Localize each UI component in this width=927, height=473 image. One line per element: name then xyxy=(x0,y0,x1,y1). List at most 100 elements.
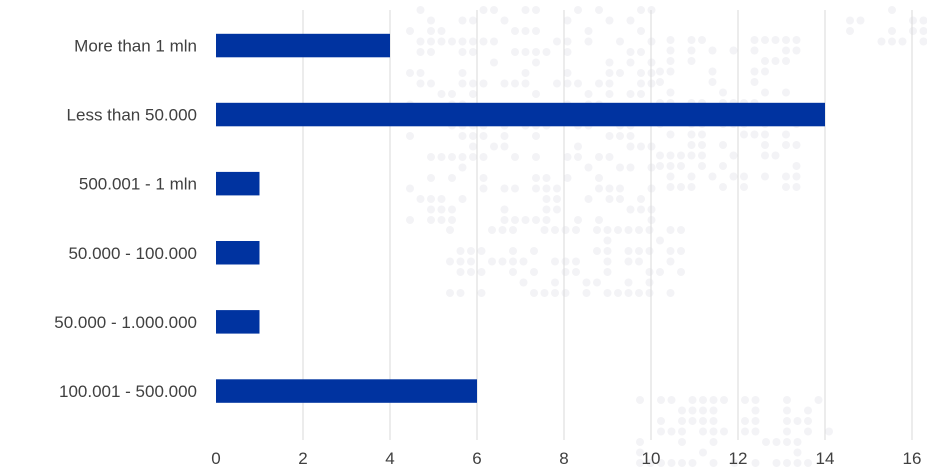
map-dot xyxy=(668,459,676,467)
map-dot xyxy=(616,164,624,172)
map-dot xyxy=(751,47,759,55)
map-dot xyxy=(606,59,614,67)
map-dot xyxy=(488,226,496,234)
map-dot xyxy=(761,57,769,65)
map-dot xyxy=(752,396,760,404)
map-dot xyxy=(677,152,685,160)
map-dot xyxy=(417,38,425,46)
map-dot xyxy=(678,428,686,436)
map-dot xyxy=(585,164,593,172)
map-dot xyxy=(583,279,591,287)
map-dot xyxy=(657,396,665,404)
map-dot xyxy=(406,216,414,224)
map-dot xyxy=(469,153,477,161)
map-dot xyxy=(719,162,727,170)
map-dot xyxy=(427,174,435,182)
map-dot xyxy=(888,38,896,46)
map-dot xyxy=(637,69,645,77)
map-dot xyxy=(625,289,633,297)
map-dot xyxy=(625,247,633,255)
map-dot xyxy=(520,279,528,287)
map-dot xyxy=(920,17,927,25)
map-dot xyxy=(688,36,696,44)
map-dot xyxy=(551,289,559,297)
map-dot xyxy=(543,185,551,193)
map-dot xyxy=(741,417,749,425)
map-dot xyxy=(635,258,643,266)
map-dot xyxy=(783,417,791,425)
map-dot xyxy=(448,174,456,182)
map-dot xyxy=(825,428,833,436)
map-dot xyxy=(543,48,551,56)
map-dot xyxy=(553,38,561,46)
map-dot xyxy=(490,38,498,46)
map-dot xyxy=(490,6,498,14)
map-dot xyxy=(698,152,706,160)
map-dot xyxy=(574,216,582,224)
background-map-pattern xyxy=(406,6,927,467)
map-dot xyxy=(616,38,624,46)
map-dot xyxy=(794,459,802,467)
map-dot xyxy=(522,69,530,77)
map-dot xyxy=(427,195,435,203)
map-dot xyxy=(438,27,446,35)
map-dot xyxy=(551,258,559,266)
map-dot xyxy=(511,185,519,193)
bars xyxy=(216,34,825,403)
map-dot xyxy=(509,247,517,255)
map-dot xyxy=(627,143,635,151)
map-dot xyxy=(616,185,624,193)
map-dot xyxy=(469,48,477,56)
category-label: 50.000 - 1.000.000 xyxy=(54,313,197,332)
map-dot xyxy=(553,195,561,203)
map-dot xyxy=(678,438,686,446)
map-dot xyxy=(572,226,580,234)
map-dot xyxy=(417,48,425,56)
map-dot xyxy=(888,6,896,14)
map-dot xyxy=(656,162,664,170)
map-dot xyxy=(490,59,498,67)
map-dot xyxy=(667,258,675,266)
map-dot xyxy=(532,132,540,140)
map-dot xyxy=(637,206,645,214)
map-dot xyxy=(467,258,475,266)
map-dot xyxy=(782,36,790,44)
map-dot xyxy=(522,48,530,56)
map-dot xyxy=(564,69,572,77)
map-dot xyxy=(667,57,675,65)
map-dot xyxy=(846,27,854,35)
map-dot xyxy=(794,417,802,425)
map-dot xyxy=(793,47,801,55)
map-dot xyxy=(522,6,530,14)
map-dot xyxy=(782,47,790,55)
map-dot xyxy=(689,396,697,404)
map-dot xyxy=(530,247,538,255)
map-dot xyxy=(688,47,696,55)
map-dot xyxy=(562,226,570,234)
map-dot xyxy=(511,153,519,161)
map-dot xyxy=(501,80,509,88)
bar xyxy=(216,34,390,58)
map-dot xyxy=(499,258,507,266)
map-dot xyxy=(446,289,454,297)
map-dot xyxy=(459,195,467,203)
map-dot xyxy=(480,80,488,88)
map-dot xyxy=(678,459,686,467)
map-dot xyxy=(457,247,465,255)
map-dot xyxy=(459,153,467,161)
map-dot xyxy=(793,183,801,191)
map-dot xyxy=(720,396,728,404)
map-dot xyxy=(637,80,645,88)
map-dot xyxy=(646,289,654,297)
map-dot xyxy=(698,141,706,149)
map-dot xyxy=(522,80,530,88)
map-dot xyxy=(562,268,570,276)
map-dot xyxy=(585,27,593,35)
x-tick-label: 6 xyxy=(472,449,481,468)
map-dot xyxy=(793,173,801,181)
map-dot xyxy=(719,89,727,97)
map-dot xyxy=(438,153,446,161)
map-dot xyxy=(469,143,477,151)
map-dot xyxy=(656,78,664,86)
